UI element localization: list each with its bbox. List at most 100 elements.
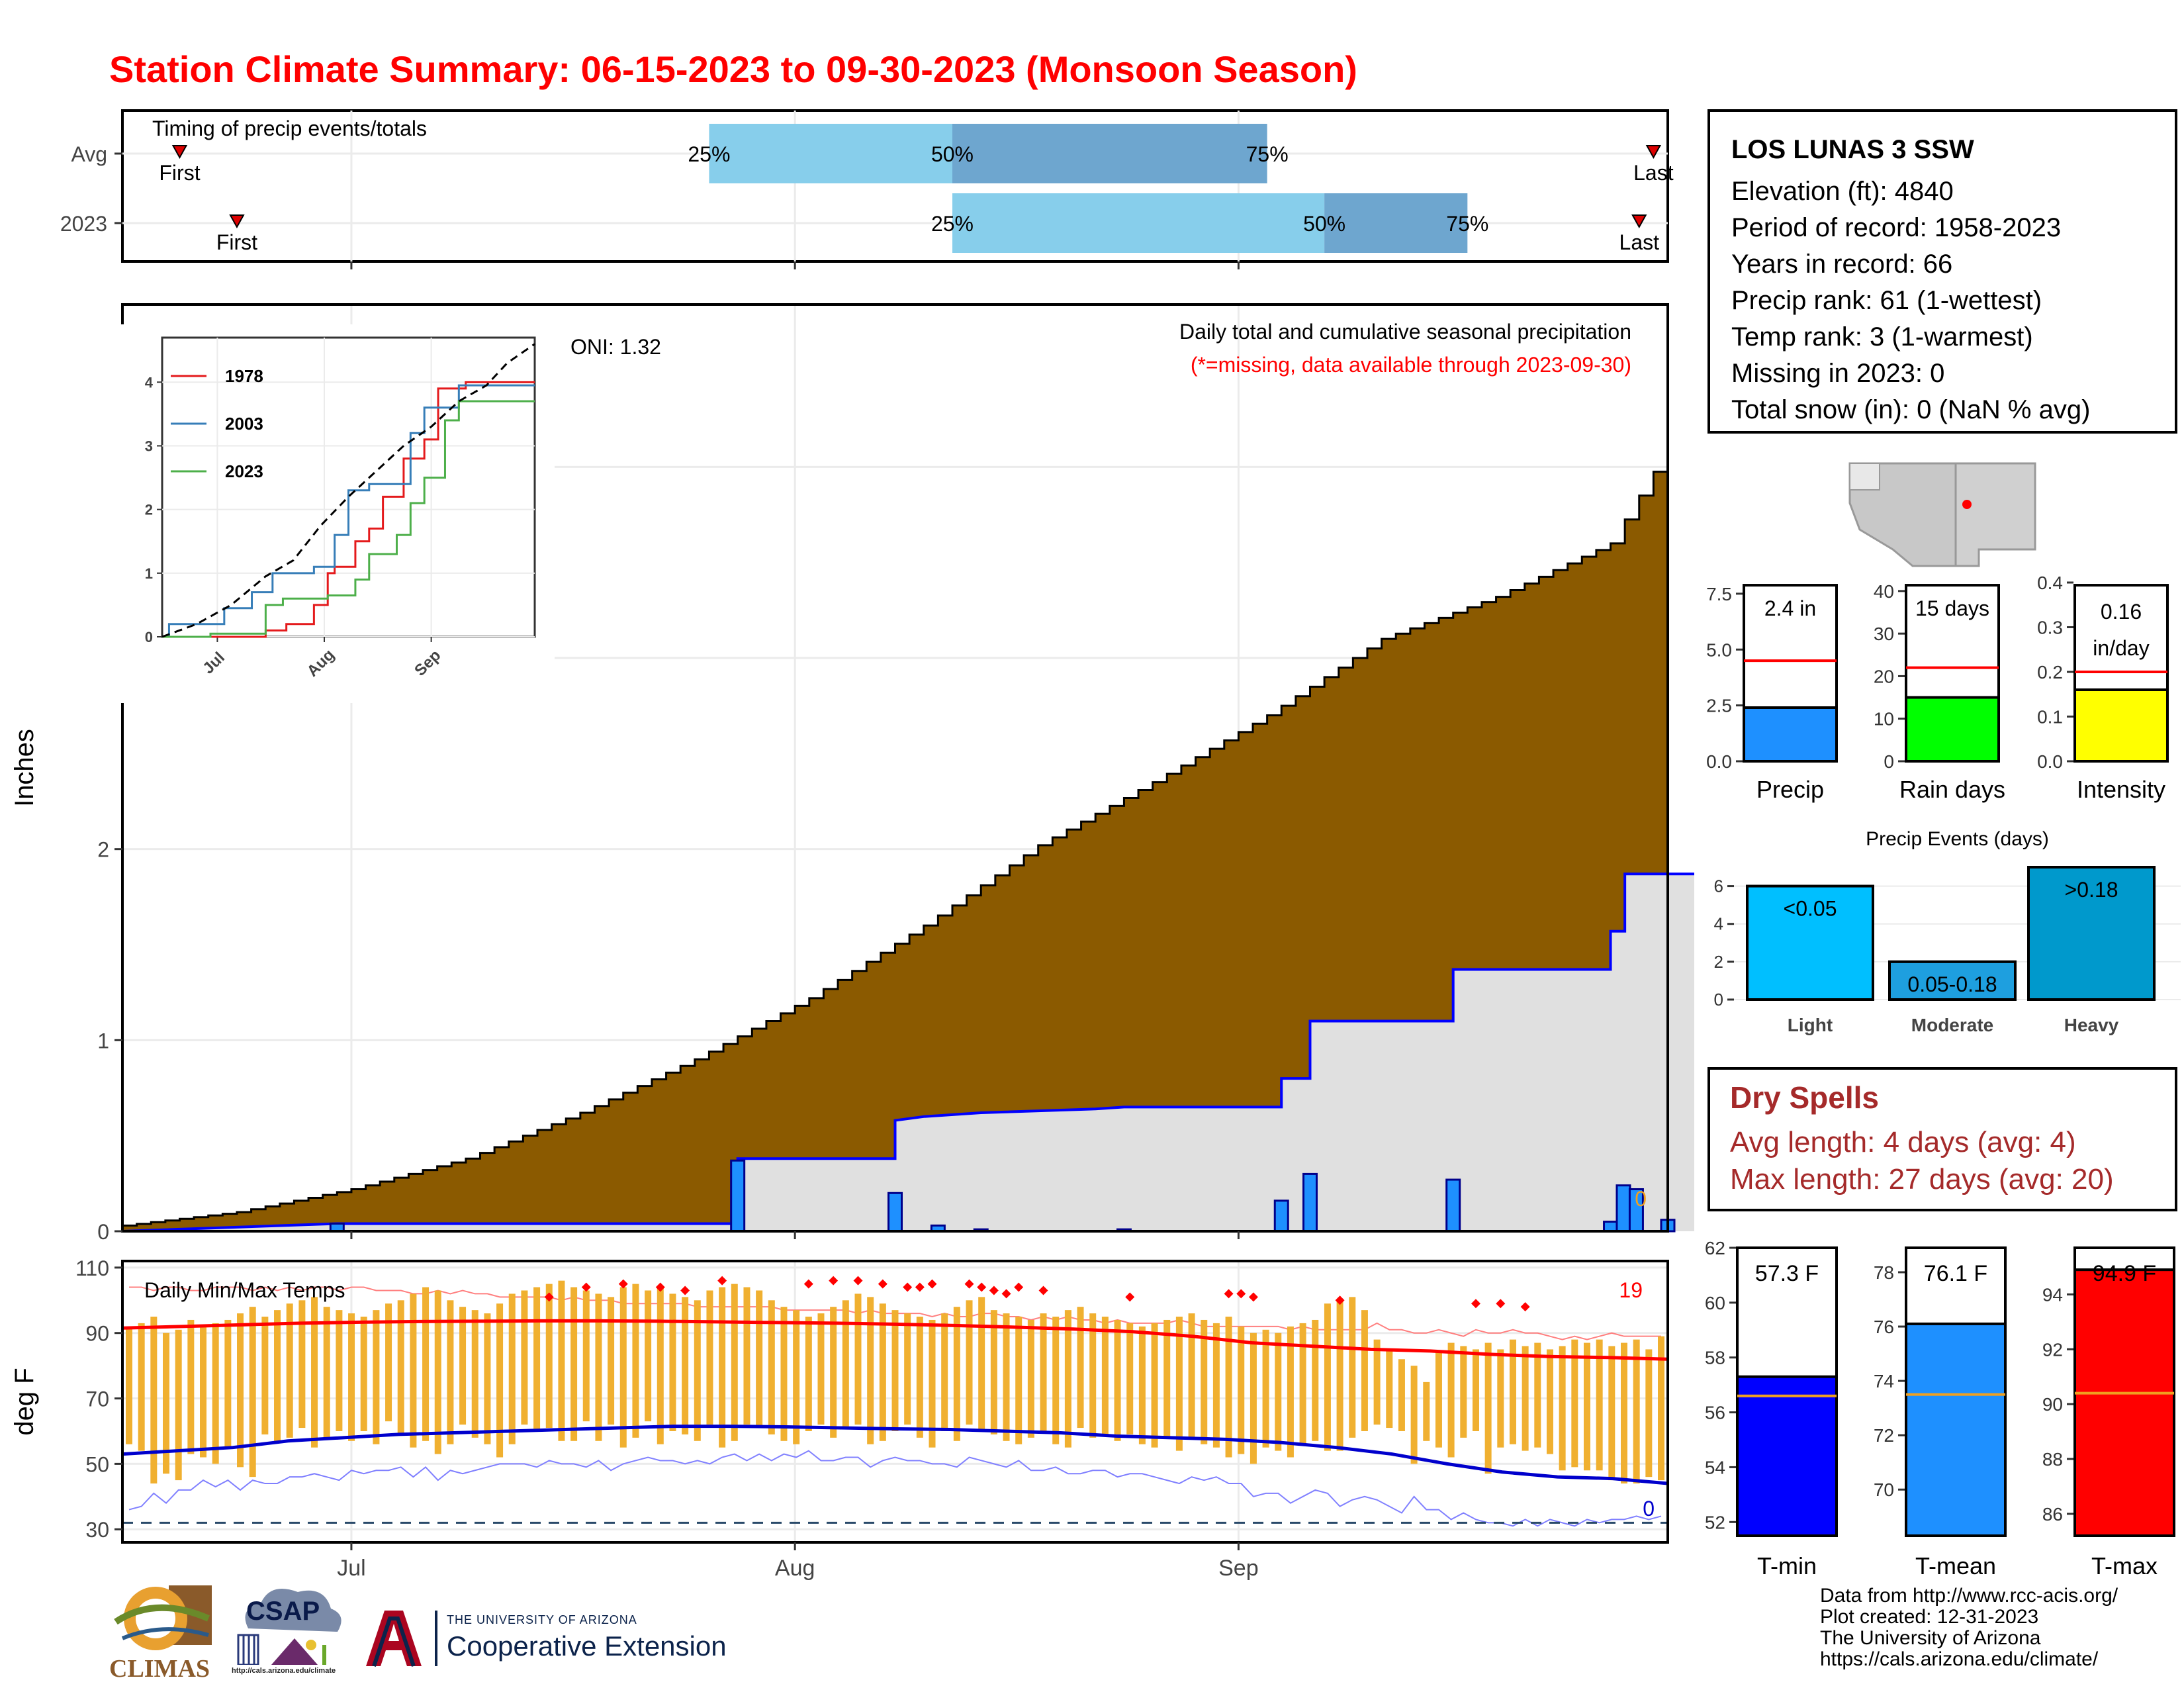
- timing-last-label: Last: [1633, 161, 1674, 185]
- tbar-ytick-label: 60: [1705, 1293, 1725, 1313]
- timing-p50-label: 50%: [931, 142, 974, 166]
- record-low-line: [128, 1450, 1662, 1527]
- oni-label: ONI: 1.32: [570, 335, 661, 359]
- daily-temp-bar: [1460, 1346, 1467, 1438]
- daily-temp-bar: [1596, 1339, 1603, 1471]
- tbar-name: T-mean: [1915, 1552, 1996, 1579]
- daily-temp-bar: [1373, 1339, 1381, 1425]
- station-location-dot: [1962, 500, 1972, 509]
- daily-temp-bar: [1324, 1303, 1331, 1451]
- sum-ytick-label: 0.4: [2037, 573, 2063, 593]
- climas-logo-text: CLIMAS: [109, 1655, 210, 1683]
- timing-row-label: 2023: [60, 212, 107, 236]
- csap-logo-text: CSAP: [246, 1597, 320, 1626]
- daily-temp-bar: [1003, 1313, 1010, 1441]
- event-bar: [2027, 866, 2156, 1001]
- ua-logo-top: THE UNIVERSITY OF ARIZONA: [447, 1613, 637, 1626]
- daily-temp-bar: [793, 1310, 800, 1444]
- daily-temp-bar: [1386, 1349, 1393, 1429]
- daily-temp-bar: [1497, 1349, 1504, 1448]
- sum-value-bar: [1743, 706, 1838, 763]
- daily-temp-bar: [1015, 1317, 1023, 1444]
- climas-logo: CLIMAS: [109, 1582, 215, 1683]
- timing-p25-label: 25%: [931, 212, 974, 236]
- daily-temp-bar: [274, 1310, 281, 1441]
- tbar-value-label: 57.3 F: [1755, 1261, 1819, 1286]
- tbar-ytick-label: 90: [2042, 1394, 2063, 1415]
- daily-temp-bar: [669, 1293, 676, 1431]
- tbar-name: T-min: [1757, 1552, 1817, 1579]
- timing-p75-label: 75%: [1446, 212, 1488, 236]
- daily-temp-bar: [817, 1313, 825, 1425]
- daily-temp-bar: [311, 1297, 318, 1448]
- daily-temp-bar: [1349, 1297, 1356, 1438]
- tbar-value-bar: [1736, 1375, 1838, 1538]
- sum-ytick-label: 0.3: [2037, 618, 2063, 638]
- daily-temp-bar: [1658, 1336, 1664, 1481]
- daily-temp-bar: [1225, 1317, 1232, 1458]
- daily-temp-bar: [867, 1297, 874, 1444]
- inset-ytick-label: 4: [145, 374, 154, 391]
- dry-spells-max: Max length: 27 days (avg: 20): [1730, 1163, 2114, 1196]
- inset-series-line: [162, 400, 535, 638]
- station-info-box: LOS LUNAS 3 SSW Elevation (ft): 4840 Per…: [1707, 109, 2177, 434]
- record-high-marker: [618, 1279, 628, 1289]
- daily-temp-bar: [545, 1284, 553, 1429]
- daily-temp-bar: [1163, 1319, 1171, 1438]
- daily-temp-bar: [854, 1293, 862, 1425]
- daily-temp-bar: [1212, 1323, 1220, 1448]
- daily-temp-bar: [1238, 1326, 1245, 1454]
- daily-temp-bar: [508, 1293, 516, 1444]
- station-line: Period of record: 1958-2023: [1731, 213, 2062, 242]
- daily-temp-bar: [237, 1313, 244, 1468]
- tbar-ytick-label: 76: [1874, 1317, 1894, 1337]
- ua-logo: THE UNIVERSITY OF ARIZONA Cooperative Ex…: [361, 1605, 758, 1671]
- daily-temp-bar: [126, 1326, 132, 1444]
- daily-temp-bar: [496, 1303, 504, 1458]
- events-ytick-label: 4: [1714, 914, 1723, 934]
- daily-temp-bar: [941, 1313, 948, 1431]
- month-label: Jul: [337, 1556, 365, 1581]
- sum-bar-name: Intensity: [2077, 776, 2165, 803]
- sum-ytick-label: 0.1: [2037, 707, 2063, 727]
- daily-temp-bar: [780, 1307, 788, 1441]
- events-ytick-label: 6: [1714, 876, 1723, 896]
- daily-temp-bar: [978, 1297, 985, 1431]
- events-ytick-label: 0: [1714, 990, 1723, 1009]
- record-high-marker: [829, 1276, 839, 1286]
- daily-temp-bar: [286, 1303, 293, 1438]
- events-chart: Precip Events (days) 0 2 4 6 <0.05 Light 0.05-0…: [1714, 828, 2181, 1035]
- daily-temp-bar: [1188, 1313, 1195, 1438]
- daily-temp-bar: [249, 1307, 256, 1477]
- inset-legend-label: 2023: [225, 461, 263, 481]
- daily-temp-bar: [224, 1319, 232, 1448]
- temp-ytick-label: 30: [85, 1518, 109, 1542]
- timing-bar-25-50: [709, 124, 952, 183]
- daily-temp-bar: [1608, 1346, 1615, 1481]
- temp-chart: 30 50 70 90 110 Jul Aug Sep Daily Min/Max Temps 1…: [10, 1256, 1669, 1581]
- record-high-marker: [1496, 1299, 1506, 1309]
- daily-temp-bar: [891, 1310, 899, 1431]
- daily-temp-bar: [756, 1290, 763, 1429]
- footer-line: Data from http://www.rcc-acis.org/: [1820, 1585, 2118, 1607]
- precip-ytick-label: 1: [97, 1029, 109, 1053]
- timing-bar-50-75: [1324, 193, 1468, 253]
- timing-p50-label: 50%: [1303, 212, 1345, 236]
- daily-temp-bar: [1064, 1310, 1071, 1448]
- record-high-marker: [1125, 1292, 1135, 1302]
- dry-spells-title: Dry Spells: [1730, 1080, 1879, 1115]
- timing-last-marker: [1645, 145, 1662, 160]
- sum-ytick-label: 0.0: [1706, 751, 1732, 772]
- daily-temp-bar: [1262, 1329, 1269, 1448]
- sum-bar-name: Rain days: [1899, 776, 2005, 803]
- month-label: Aug: [775, 1556, 815, 1581]
- inset-series-line: [162, 381, 535, 638]
- tbar-ytick-label: 54: [1705, 1457, 1725, 1477]
- record-high-marker: [655, 1282, 665, 1292]
- new-mexico-shape: [1954, 462, 2036, 567]
- record-high-marker: [1001, 1289, 1011, 1299]
- temp-bars: 52 54 56 58 60 62 57.3 F T-min 70 72 74 76 78 76.1 F T…: [1705, 1238, 2175, 1579]
- temp-ytick-label: 90: [85, 1322, 109, 1346]
- daily-temp-bar: [1447, 1342, 1455, 1458]
